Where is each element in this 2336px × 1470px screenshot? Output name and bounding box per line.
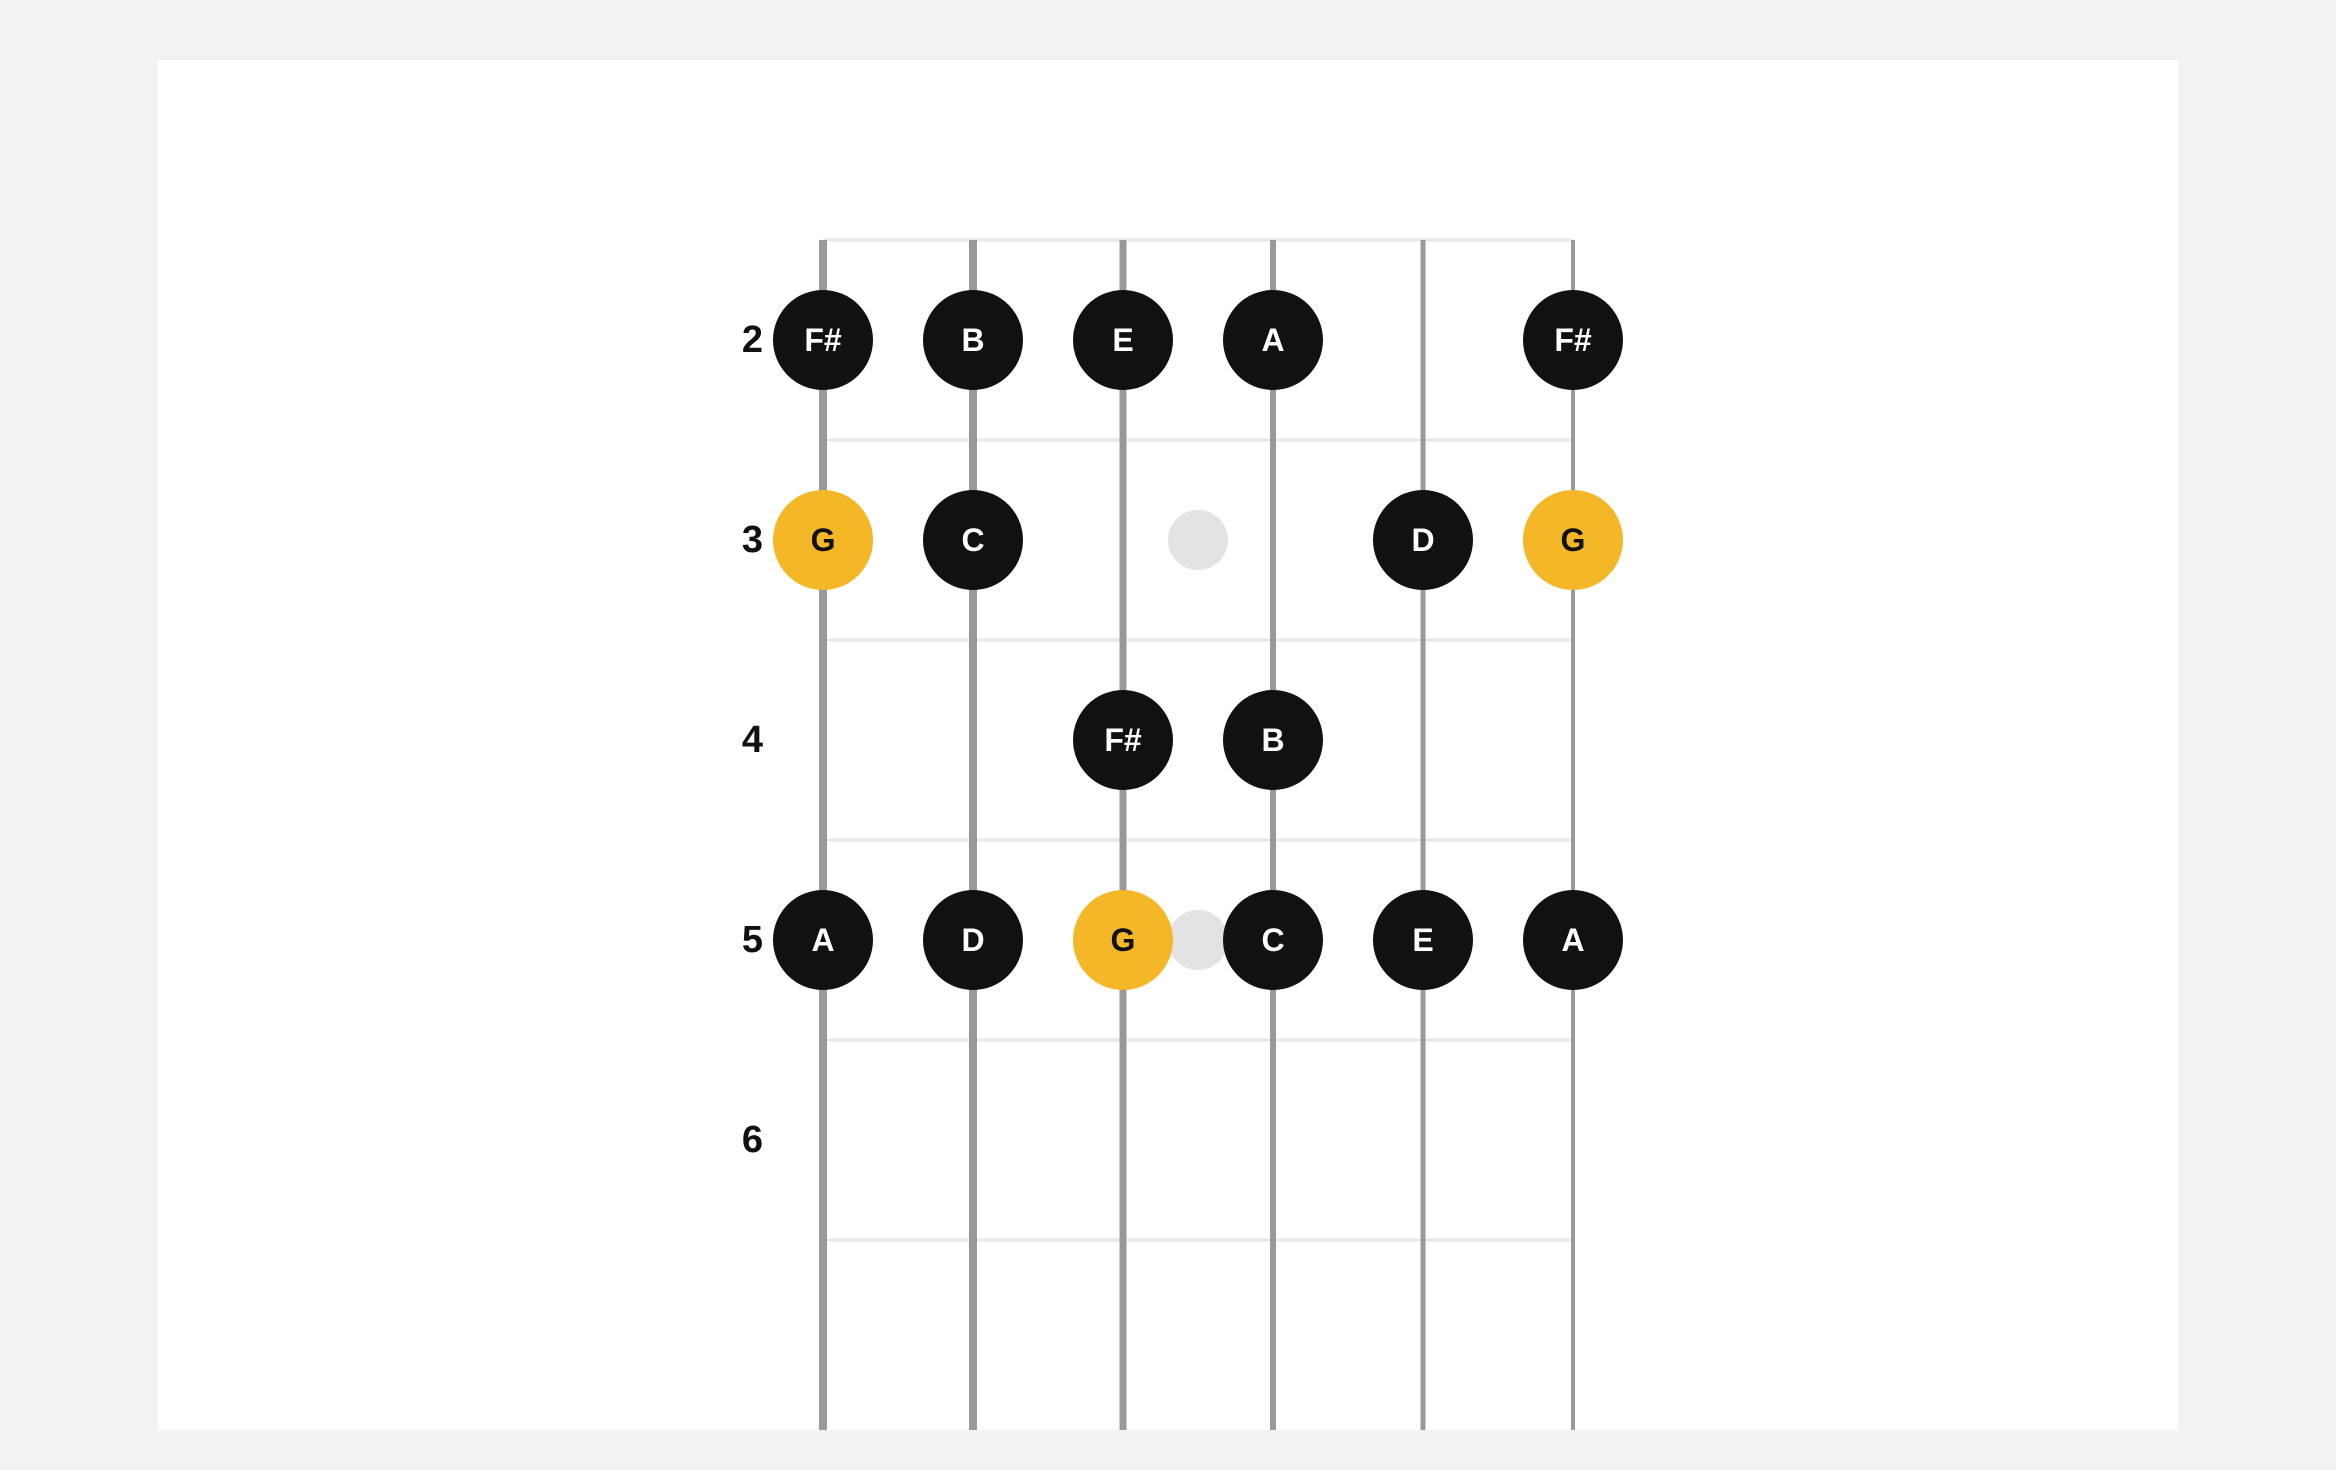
fretboard-svg: 2 3 4 5 6 F# B E A F# G C D G F# B A D G C E A: [683, 220, 1653, 1430]
note-label: E: [1112, 322, 1133, 358]
fret-number-label: 5: [742, 919, 763, 961]
note-dot: F#: [1073, 690, 1173, 790]
note-label: F#: [1554, 322, 1592, 358]
note-dot: B: [1223, 690, 1323, 790]
note-dot: E: [1073, 290, 1173, 390]
note-label: A: [811, 922, 834, 958]
note-label: G: [1111, 922, 1136, 958]
note-label: D: [961, 922, 984, 958]
fretboard-container: 2 3 4 5 6 F# B E A F# G C D G F# B A D G C E A: [683, 220, 1653, 1430]
note-dot: F#: [773, 290, 873, 390]
note-label: G: [811, 522, 836, 558]
inlay-dot: [1168, 510, 1228, 570]
fret-number-label: 3: [742, 519, 763, 561]
note-dot: G: [773, 490, 873, 590]
inlay-dot: [1168, 910, 1228, 970]
fret-number-label: 6: [742, 1119, 763, 1161]
note-label: A: [1561, 922, 1584, 958]
note-label: B: [961, 322, 984, 358]
note-dot: G: [1073, 890, 1173, 990]
diagram-card: 2 3 4 5 6 F# B E A F# G C D G F# B A D G C E A: [158, 60, 2178, 1430]
note-dot: D: [923, 890, 1023, 990]
note-label: C: [961, 522, 984, 558]
note-dot: B: [923, 290, 1023, 390]
note-dot: C: [1223, 890, 1323, 990]
note-label: G: [1561, 522, 1586, 558]
note-dot: A: [1523, 890, 1623, 990]
note-dot: A: [1223, 290, 1323, 390]
note-label: E: [1412, 922, 1433, 958]
note-dot: A: [773, 890, 873, 990]
note-dot: G: [1523, 490, 1623, 590]
note-label: F#: [1104, 722, 1142, 758]
note-label: D: [1411, 522, 1434, 558]
note-label: C: [1261, 922, 1284, 958]
fret-number-label: 2: [742, 319, 763, 361]
note-label: A: [1261, 322, 1284, 358]
note-label: F#: [804, 322, 842, 358]
note-label: B: [1261, 722, 1284, 758]
note-dot: D: [1373, 490, 1473, 590]
note-dot: C: [923, 490, 1023, 590]
note-dot: F#: [1523, 290, 1623, 390]
fret-number-label: 4: [742, 719, 763, 761]
note-dot: E: [1373, 890, 1473, 990]
